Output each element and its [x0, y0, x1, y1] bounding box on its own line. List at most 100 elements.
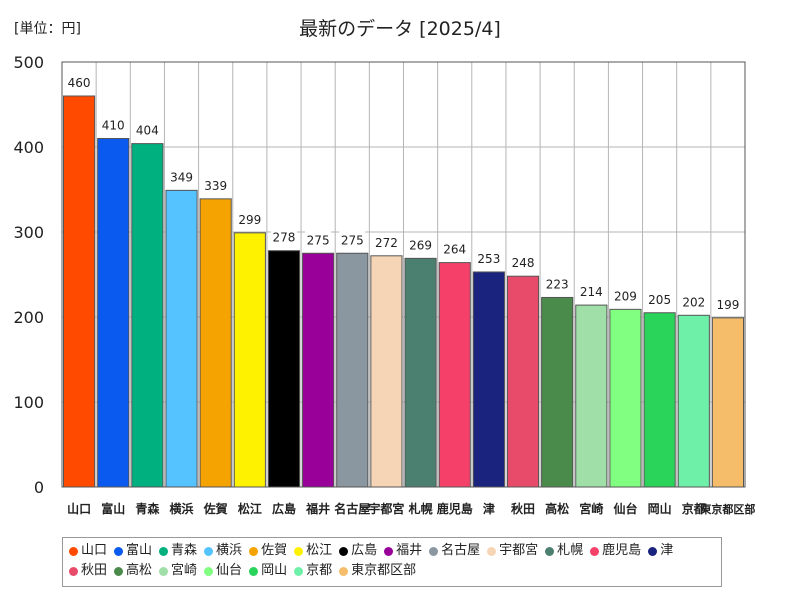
- data-label: 339: [204, 179, 227, 193]
- legend-item: 札幌: [545, 541, 583, 561]
- grid-layer: [62, 61, 745, 488]
- bar-高松: [541, 296, 574, 488]
- x-tick-label: 広島: [272, 501, 296, 516]
- data-label: 264: [443, 243, 466, 257]
- legend-label: 佐賀: [261, 543, 288, 558]
- legend-swatch: [114, 566, 124, 576]
- bar-仙台: [609, 308, 642, 488]
- data-label: 349: [170, 170, 193, 184]
- label-layer: 0 100 200 300 400 500 460 山口 410 富山 404 青森 349 横浜 339 佐…: [13, 53, 755, 516]
- data-label-bg: [236, 210, 263, 228]
- legend-label: 富山: [126, 543, 153, 558]
- legend-item: 富山: [114, 541, 152, 561]
- data-label: 248: [512, 256, 535, 270]
- legend-item: 宇都宮: [487, 541, 538, 561]
- legend-label: 札幌: [557, 543, 584, 558]
- legend-item: 津: [648, 541, 673, 561]
- legend-swatch: [249, 546, 259, 556]
- x-tick-label: 鹿児島: [437, 501, 473, 516]
- legend-swatch: [249, 566, 259, 576]
- data-label-bg: [305, 231, 332, 249]
- legend-swatch: [384, 546, 394, 556]
- x-tick-label: 岡山: [648, 501, 672, 516]
- legend-label: 横浜: [216, 543, 243, 558]
- x-tick-label: 宮崎: [579, 501, 603, 516]
- legend-label: 広島: [351, 543, 378, 558]
- legend: 山口 富山 青森 横浜 佐賀 松江 広島 福井 名古屋 宇都宮 札幌 鹿児島 津秋田 高松 宮崎 仙台 岡山 京都…: [62, 537, 722, 587]
- legend-item: 横浜: [204, 541, 242, 561]
- data-label-bg: [680, 293, 707, 311]
- legend-swatch: [159, 566, 169, 576]
- legend-swatch: [159, 546, 169, 556]
- legend-item: 岡山: [249, 561, 287, 581]
- data-label: 209: [614, 289, 637, 303]
- data-label: 199: [716, 298, 739, 312]
- legend-swatch: [487, 546, 497, 556]
- bar-鹿児島: [438, 262, 471, 488]
- x-tick-label: 秋田: [511, 501, 535, 516]
- data-label: 460: [68, 76, 91, 90]
- data-label-bg: [202, 176, 229, 194]
- legend-item: 京都: [294, 561, 332, 581]
- data-label-bg: [646, 290, 673, 308]
- x-tick-label: 佐賀: [203, 501, 228, 516]
- bar-富山: [97, 138, 130, 488]
- plot-area-border: [61, 61, 746, 488]
- data-label-bg: [510, 254, 537, 272]
- data-label: 278: [273, 231, 296, 245]
- legend-swatch: [429, 546, 439, 556]
- bar-秋田: [506, 275, 540, 488]
- legend-swatch: [294, 546, 304, 556]
- legend-item: 福井: [384, 541, 422, 561]
- y-tick-label: 500: [13, 53, 44, 72]
- legend-item: 鹿児島: [590, 541, 641, 561]
- x-tick-label: 福井: [305, 501, 330, 516]
- data-label: 275: [307, 233, 330, 247]
- legend-swatch: [204, 566, 214, 576]
- legend-item: 仙台: [204, 561, 242, 581]
- legend-label: 鹿児島: [602, 543, 642, 558]
- legend-label: 福井: [396, 543, 423, 558]
- bar-横浜: [165, 189, 198, 488]
- legend-item: 広島: [339, 541, 377, 561]
- x-tick-label: 京都: [682, 501, 706, 516]
- x-tick-label: 仙台: [613, 501, 637, 516]
- bar-松江: [233, 232, 266, 488]
- legend-swatch: [339, 566, 349, 576]
- x-tick-label: 東京都区部: [700, 502, 755, 516]
- legend-label: 宮崎: [171, 563, 198, 578]
- y-tick-label: 200: [13, 308, 44, 327]
- legend-swatch: [69, 546, 78, 556]
- bar-名古屋: [336, 252, 369, 488]
- x-tick-label: 富山: [101, 501, 125, 516]
- data-label-bg: [578, 283, 605, 301]
- legend-swatch: [69, 566, 78, 576]
- bar-東京都区部: [711, 317, 744, 488]
- legend-item: 佐賀: [249, 541, 287, 561]
- data-label: 202: [682, 295, 705, 309]
- data-label-bg: [544, 275, 571, 293]
- legend-item: 山口: [69, 541, 107, 561]
- data-label-bg: [270, 228, 297, 246]
- data-label-bg: [475, 249, 502, 267]
- data-label: 410: [102, 119, 125, 133]
- legend-label: 宇都宮: [499, 543, 539, 558]
- data-label-bg: [714, 295, 741, 313]
- legend-swatch: [590, 546, 600, 556]
- bar-札幌: [404, 257, 437, 488]
- x-tick-label: 松江: [238, 501, 262, 516]
- data-label: 275: [341, 233, 364, 247]
- bar-宮崎: [575, 304, 608, 488]
- legend-item: 宮崎: [159, 561, 197, 581]
- legend-swatch: [339, 546, 349, 556]
- data-label: 404: [136, 124, 159, 138]
- data-label-bg: [168, 168, 195, 186]
- data-label-bg: [100, 116, 127, 134]
- x-tick-label: 津: [483, 501, 495, 516]
- x-tick-label: 札幌: [408, 501, 433, 516]
- data-label: 253: [477, 252, 500, 266]
- y-tick-label: 300: [13, 223, 44, 242]
- legend-swatch: [648, 546, 658, 556]
- data-label-bg: [66, 74, 93, 91]
